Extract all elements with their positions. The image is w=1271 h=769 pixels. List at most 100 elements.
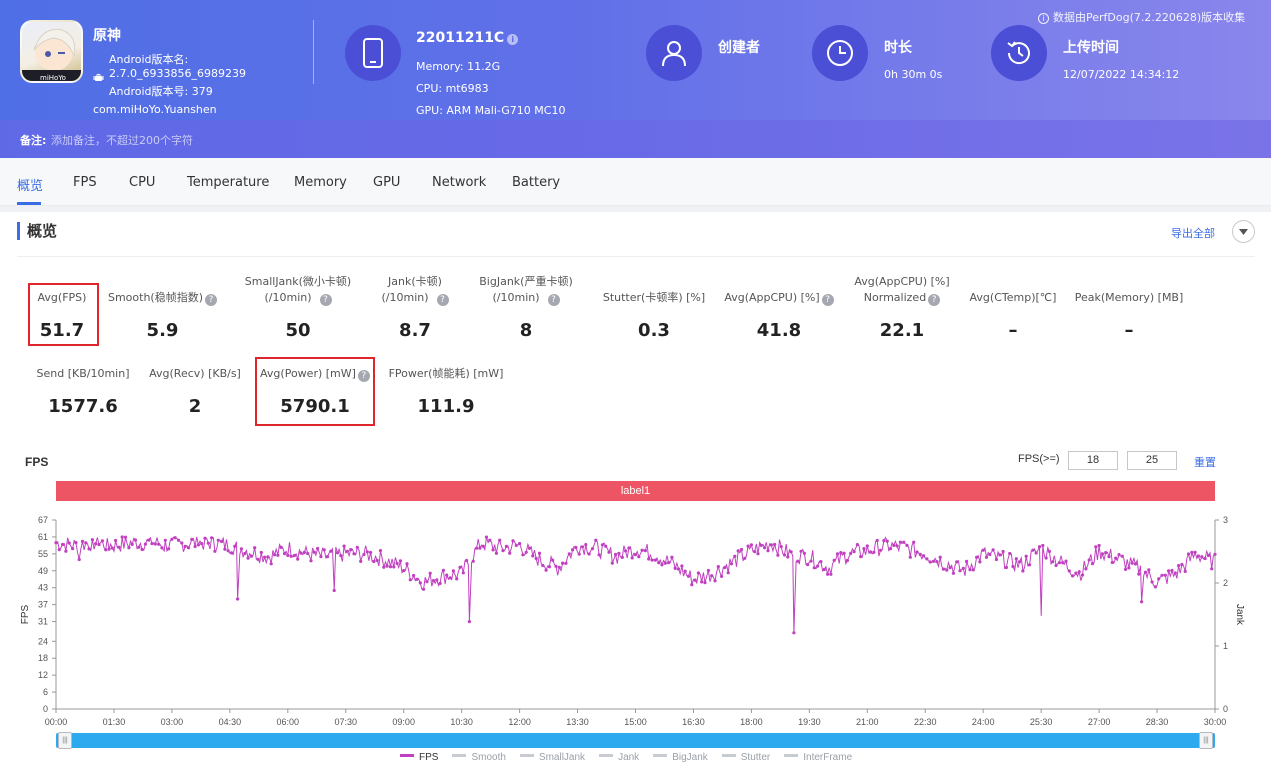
tab-battery[interactable]: Battery: [512, 175, 561, 190]
label-band[interactable]: label1: [56, 481, 1215, 501]
metric-smooth: Smooth(稳帧指数)? 5.9: [105, 274, 220, 346]
reset-button[interactable]: 重置: [1194, 456, 1216, 469]
help-icon[interactable]: ?: [547, 294, 560, 306]
note-input[interactable]: 添加备注，不超过200个字符: [51, 134, 193, 147]
legend-item-smalljank[interactable]: SmallJank: [519, 752, 585, 763]
fps-data-point: [97, 543, 101, 547]
fps-data-point: [888, 547, 893, 551]
fps-data-point: [1124, 567, 1128, 571]
fps-data-point: [1206, 553, 1210, 558]
time-range-slider[interactable]: ||| |||: [56, 732, 1215, 749]
fps-data-point: [640, 548, 644, 552]
legend-item-bigjank[interactable]: BigJank: [653, 752, 708, 763]
fps-threshold-input-2[interactable]: 25: [1127, 451, 1177, 470]
metric-avg-appcpu: Avg(AppCPU) [%]? 41.8: [720, 274, 838, 346]
help-icon[interactable]: ?: [928, 294, 941, 306]
fps-data-point: [991, 548, 995, 552]
fps-data-point: [948, 566, 952, 570]
fps-data-point: [544, 568, 548, 572]
legend-item-stutter[interactable]: Stutter: [721, 752, 771, 763]
fps-data-point: [451, 569, 455, 573]
help-icon[interactable]: ?: [319, 294, 332, 306]
fps-data-point: [1167, 569, 1171, 573]
fps-data-point: [981, 548, 985, 552]
fps-data-point: [739, 547, 744, 552]
fps-data-point: [766, 549, 770, 553]
fps-data-point: [895, 544, 899, 548]
legend-item-jank[interactable]: Jank: [599, 752, 639, 763]
help-icon[interactable]: ?: [357, 370, 370, 382]
export-all-button[interactable]: 导出全部: [1171, 227, 1215, 240]
user-icon: [646, 25, 702, 81]
tab-overview[interactable]: 概览: [17, 179, 44, 194]
legend-item-fps[interactable]: FPS: [400, 752, 438, 763]
fps-data-point: [378, 549, 383, 553]
fps-data-point: [478, 546, 482, 550]
x-tick-label: 09:00: [392, 717, 415, 727]
fps-threshold-input-1[interactable]: 18: [1068, 451, 1118, 470]
help-icon[interactable]: ?: [821, 294, 834, 306]
fps-data-point: [233, 544, 237, 548]
fps-data-point: [1186, 552, 1191, 556]
fps-data-point: [905, 543, 909, 547]
fps-data-point: [614, 552, 618, 557]
slider-right-handle[interactable]: |||: [1199, 732, 1213, 749]
fps-data-point: [647, 557, 651, 561]
fps-data-point: [494, 551, 498, 555]
fps-data-point: [1001, 549, 1005, 554]
fps-data-point: [431, 579, 436, 583]
fps-data-point: [696, 571, 701, 575]
fps-data-point: [852, 550, 856, 554]
tab-cpu[interactable]: CPU: [129, 175, 156, 190]
legend-label: Stutter: [740, 752, 771, 763]
fps-data-point: [418, 581, 422, 585]
fps-data-point: [1024, 554, 1028, 558]
x-tick-label: 10:30: [450, 717, 473, 727]
fps-data-point: [385, 564, 389, 568]
fps-data-point: [577, 552, 581, 556]
tab-fps[interactable]: FPS: [73, 175, 97, 190]
info-icon[interactable]: i: [507, 34, 519, 45]
fps-data-point: [531, 554, 535, 558]
app-name: 原神: [93, 28, 121, 44]
fps-data-point: [186, 546, 191, 550]
legend-item-smooth[interactable]: Smooth: [452, 752, 506, 763]
slider-left-handle[interactable]: |||: [58, 732, 72, 749]
fps-data-point: [223, 547, 227, 551]
fps-data-point: [617, 551, 621, 555]
tab-temperature[interactable]: Temperature: [187, 175, 270, 190]
metric-label-1: Avg(AppCPU) [%]: [854, 275, 950, 288]
y-tick-label: 31: [38, 617, 48, 627]
fps-data-point: [1183, 569, 1187, 573]
fps-data-point: [799, 549, 803, 553]
fps-data-point: [832, 558, 836, 562]
fps-data-point: [80, 539, 85, 543]
metric-label-2: Smooth(稳帧指数): [107, 291, 204, 304]
fps-data-point: [325, 555, 330, 559]
device-gpu: GPU: ARM Mali-G710 MC10: [416, 104, 566, 117]
tab-network[interactable]: Network: [432, 175, 487, 190]
x-tick-label: 03:00: [161, 717, 184, 727]
help-icon[interactable]: ?: [205, 294, 218, 306]
tab-gpu[interactable]: GPU: [373, 175, 401, 190]
x-tick-label: 04:30: [219, 717, 242, 727]
fps-data-point: [1140, 600, 1144, 604]
tab-memory[interactable]: Memory: [294, 175, 347, 190]
data-source-note: i 数据由PerfDog(7.2.220628)版本收集: [1038, 9, 1245, 25]
collapse-button[interactable]: [1232, 220, 1255, 243]
fps-data-point: [1057, 561, 1061, 565]
help-icon[interactable]: ?: [436, 294, 449, 306]
duration-label: 时长: [884, 40, 912, 56]
fps-data-point: [600, 543, 605, 547]
legend-item-interframe[interactable]: InterFrame: [784, 752, 852, 763]
fps-data-point: [1071, 574, 1075, 578]
fps-data-point: [137, 545, 141, 549]
y-tick-label: 67: [38, 515, 48, 525]
fps-data-point: [521, 553, 525, 557]
fps-data-point: [773, 542, 777, 547]
fps-data-point: [779, 545, 783, 549]
fps-data-point: [150, 542, 154, 546]
fps-threshold-label: FPS(>=): [1018, 453, 1060, 465]
y-tick-label: 24: [38, 636, 48, 646]
